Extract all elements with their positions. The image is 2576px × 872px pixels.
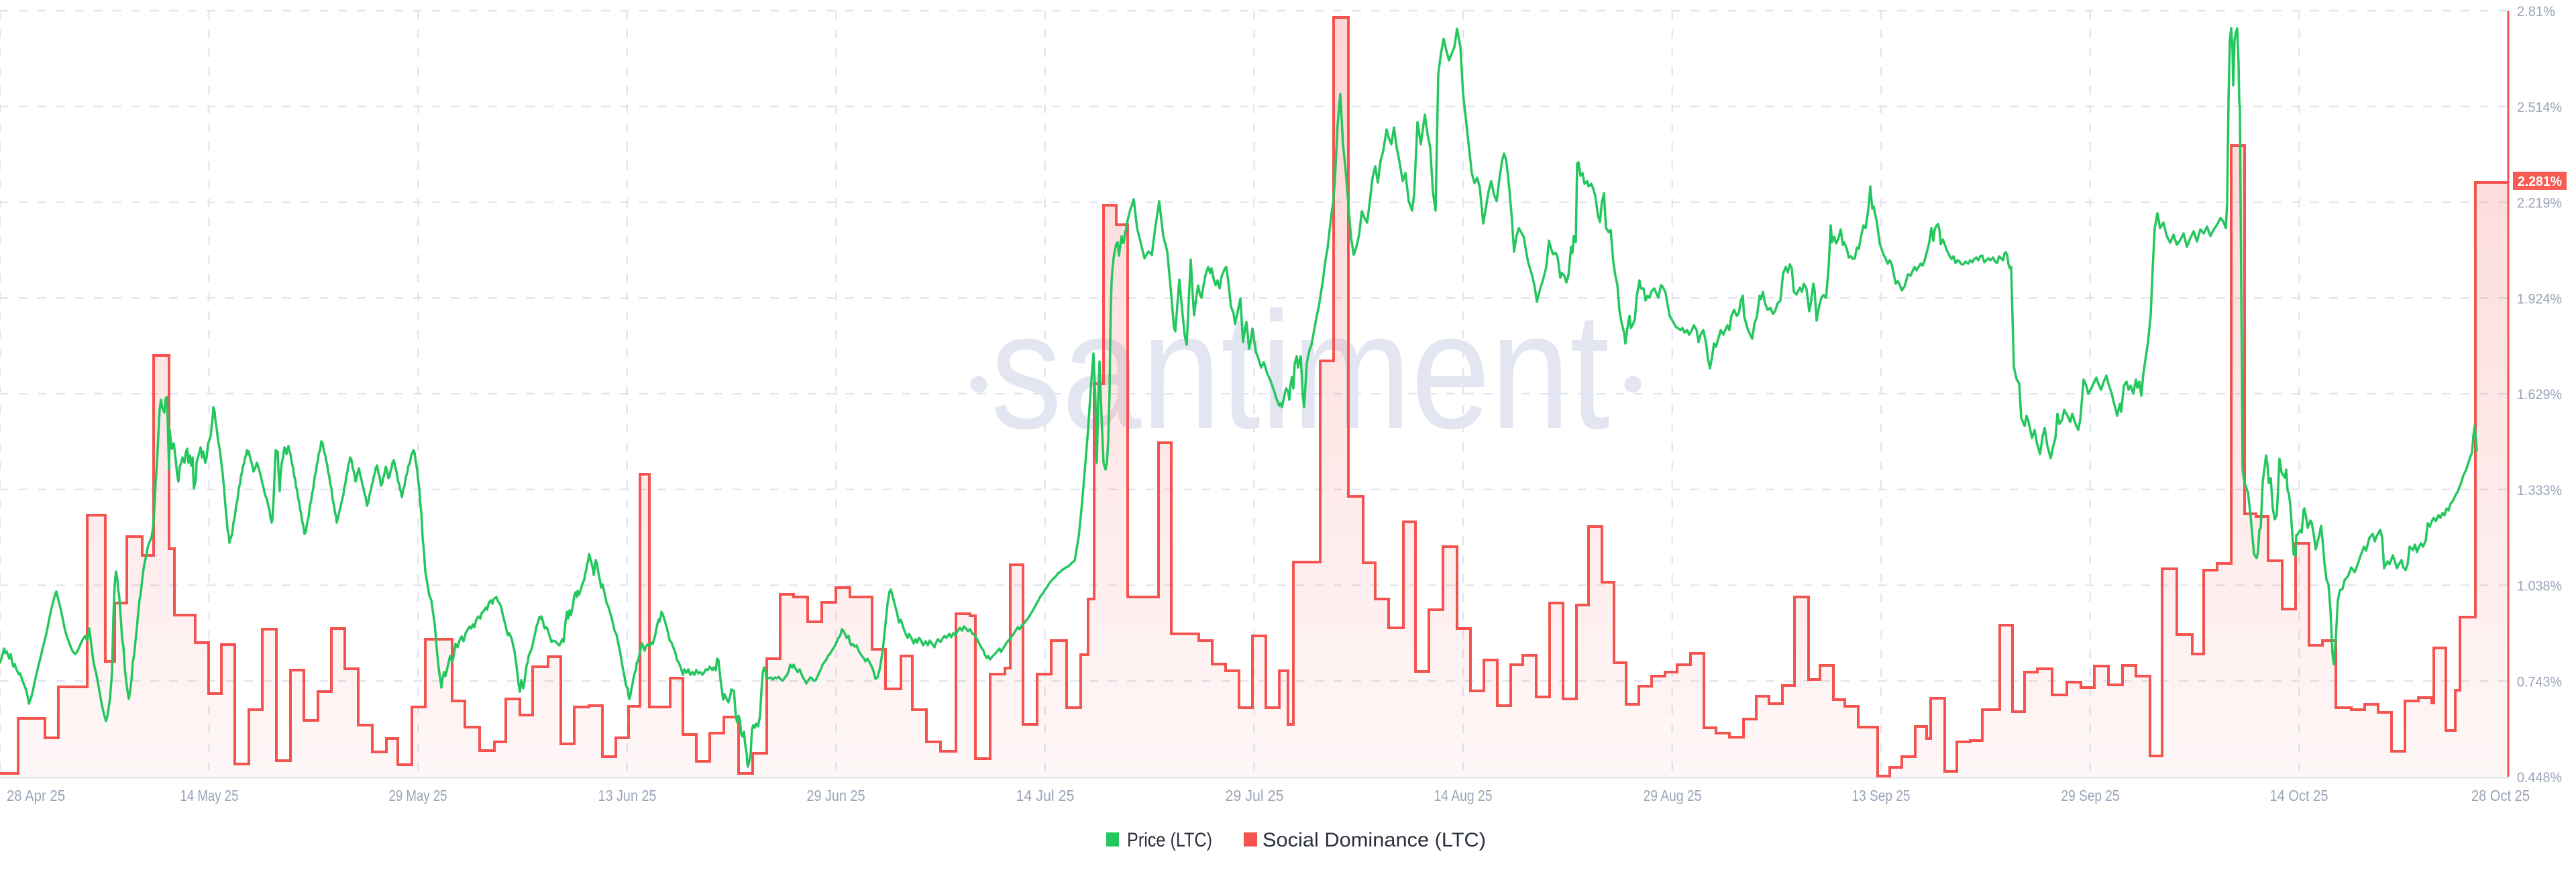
svg-text:0.743%: 0.743%	[2517, 673, 2562, 690]
svg-text:13 Jun 25: 13 Jun 25	[598, 787, 657, 804]
svg-text:2.281%: 2.281%	[2518, 174, 2562, 189]
svg-text:1.038%: 1.038%	[2517, 578, 2562, 594]
svg-text:2.219%: 2.219%	[2517, 195, 2562, 211]
svg-text:14 Jul 25: 14 Jul 25	[1016, 787, 1075, 804]
svg-text:14 May 25: 14 May 25	[180, 787, 239, 804]
svg-text:Social Dominance (LTC): Social Dominance (LTC)	[1263, 829, 1486, 851]
svg-text:29 Aug 25: 29 Aug 25	[1644, 787, 1702, 804]
svg-text:0.448%: 0.448%	[2517, 769, 2562, 785]
svg-text:29 Sep 25: 29 Sep 25	[2061, 787, 2120, 804]
svg-text:2.81%: 2.81%	[2517, 3, 2555, 19]
svg-text:13 Sep 25: 13 Sep 25	[1852, 787, 1911, 804]
svg-text:28 Apr 25: 28 Apr 25	[7, 787, 65, 804]
svg-text:1.333%: 1.333%	[2517, 482, 2562, 498]
svg-text:29 Jul 25: 29 Jul 25	[1226, 787, 1284, 804]
svg-text:29 Jun 25: 29 Jun 25	[807, 787, 865, 804]
svg-text:2.514%: 2.514%	[2517, 99, 2562, 115]
svg-text:Price (LTC): Price (LTC)	[1127, 829, 1212, 851]
svg-text:1.924%: 1.924%	[2517, 290, 2562, 307]
svg-text:28 Oct 25: 28 Oct 25	[2471, 787, 2530, 804]
svg-text:1.629%: 1.629%	[2517, 386, 2562, 402]
svg-text:14 Oct 25: 14 Oct 25	[2270, 787, 2328, 804]
svg-text:14 Aug 25: 14 Aug 25	[1434, 787, 1493, 804]
svg-text:29 May 25: 29 May 25	[389, 787, 447, 804]
svg-text:santiment: santiment	[991, 277, 1610, 464]
